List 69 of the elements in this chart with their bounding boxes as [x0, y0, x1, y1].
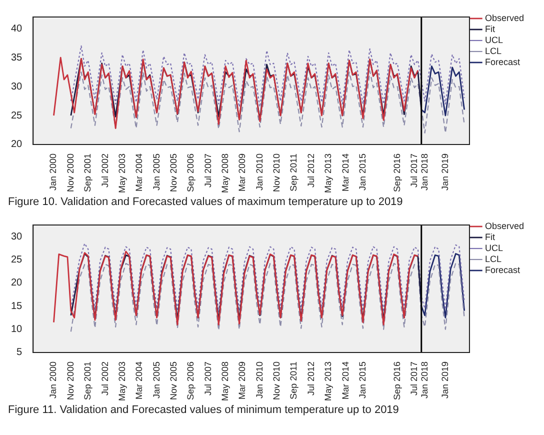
x-tick-label: May 2013 [323, 153, 334, 194]
x-tick-label: Mar 2004 [134, 361, 144, 400]
x-tick-label: Nov 2005 [168, 361, 178, 400]
x-tick-label: Nov 2010 [272, 361, 282, 400]
legend-label: LCL [484, 254, 502, 264]
x-tick-label: Sep 2016 [392, 361, 402, 400]
x-tick-label: Sep 2011 [288, 361, 299, 400]
x-tick-label: May 2003 [116, 153, 127, 194]
x-tick-label: Jul 2012 [306, 153, 316, 188]
x-tick-label: Jan 2018 [419, 361, 430, 399]
y-tick-label: 10 [11, 324, 23, 336]
legend-label: UCL [484, 34, 503, 45]
y-tick-label: 20 [11, 139, 23, 150]
y-tick-label: 15 [11, 300, 23, 312]
y-tick-label: 30 [11, 81, 23, 92]
x-tick-label: May 2003 [116, 361, 127, 402]
x-tick-label: Jan 2015 [357, 153, 368, 191]
x-tick-label: May 2013 [323, 361, 334, 402]
x-tick-label: Jul 2017 [408, 361, 419, 396]
y-tick-label: 5 [16, 347, 23, 358]
legend-label: UCL [484, 242, 503, 253]
x-tick-label: Nov 2005 [168, 153, 178, 192]
y-tick-label: 25 [11, 254, 23, 266]
caption: Figure 10. Validation and Forecasted values of maximum temperature up to 2019 [8, 196, 404, 208]
x-tick-label: Nov 2000 [65, 361, 76, 400]
x-tick-label: May 2008 [220, 361, 230, 402]
y-tick-label: 35 [11, 52, 23, 64]
x-tick-label: Mar 2004 [134, 153, 144, 192]
x-tick-label: Sep 2001 [82, 153, 93, 192]
x-tick-label: Jul 2002 [100, 153, 110, 188]
x-tick-label: Jan 2010 [254, 153, 264, 191]
x-tick-label: Jan 2000 [48, 153, 58, 191]
x-tick-label: Mar 2014 [340, 361, 350, 400]
y-tick-label: 30 [11, 231, 23, 242]
y-tick-label: 25 [11, 110, 23, 122]
x-tick-label: May 2008 [220, 153, 230, 194]
y-tick-label: 40 [11, 23, 23, 34]
x-tick-label: Jan 2019 [440, 153, 450, 191]
x-tick-label: Jul 2007 [202, 153, 213, 188]
x-tick-label: Sep 2011 [288, 153, 299, 192]
x-tick-label: Jan 2005 [151, 361, 162, 399]
x-tick-label: Sep 2016 [392, 153, 402, 192]
x-tick-label: Mar 2009 [237, 361, 248, 400]
x-tick-label: Mar 2009 [237, 153, 248, 192]
x-tick-label: Sep 2006 [186, 361, 196, 400]
x-tick-label: Jan 2005 [151, 153, 162, 191]
legend-label: Forecast [484, 264, 520, 275]
legend-label: Fit [484, 232, 496, 242]
x-tick-label: Jan 2015 [357, 361, 368, 399]
caption: Figure 11. Validation and Forecasted values of minimum temperature up to 2019 [8, 404, 400, 416]
legend-label: LCL [484, 46, 502, 56]
x-tick-label: Sep 2001 [82, 361, 93, 400]
x-tick-label: Nov 2010 [272, 153, 282, 192]
legend-label: Observed [484, 12, 524, 23]
x-tick-label: Jul 2007 [202, 361, 213, 396]
x-tick-label: Jul 2017 [408, 153, 419, 188]
x-tick-label: Nov 2000 [65, 153, 76, 192]
x-tick-label: Jul 2012 [306, 361, 316, 396]
y-tick-label: 20 [11, 278, 23, 289]
x-tick-label: Sep 2006 [186, 153, 196, 192]
x-tick-label: Jan 2019 [440, 361, 450, 399]
x-tick-label: Jan 2000 [48, 361, 58, 399]
x-tick-label: Mar 2014 [340, 153, 350, 192]
x-tick-label: Jan 2010 [254, 361, 264, 399]
legend-label: Forecast [484, 56, 520, 67]
x-tick-label: Jul 2002 [100, 361, 110, 396]
legend-label: Observed [484, 220, 524, 231]
x-tick-label: Jan 2018 [419, 153, 430, 191]
legend-label: Fit [484, 24, 496, 34]
